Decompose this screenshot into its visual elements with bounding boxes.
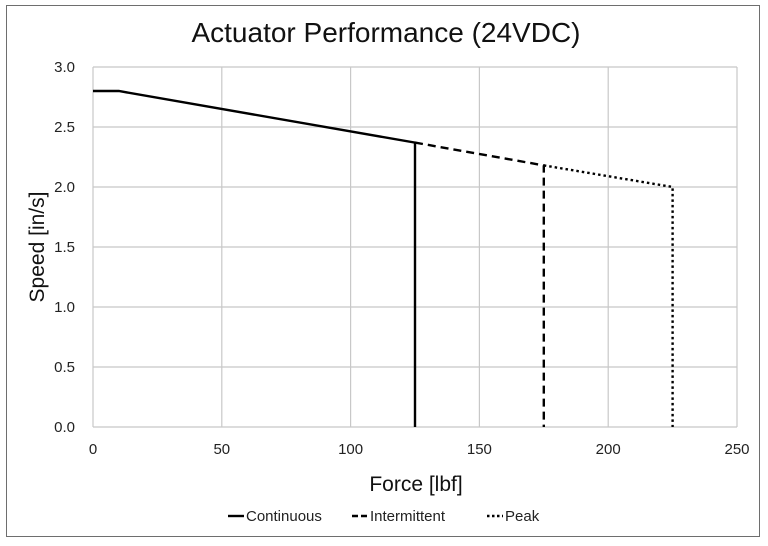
series-line-continuous xyxy=(93,89,417,427)
series-layer xyxy=(93,89,674,427)
x-axis-label: Force [lbf] xyxy=(369,473,462,496)
y-tick-label: 3.0 xyxy=(54,59,75,76)
y-tick-label: 1.0 xyxy=(54,299,75,316)
x-tick-label: 200 xyxy=(596,441,621,458)
y-tick-label: 2.5 xyxy=(54,119,75,136)
legend-label-peak: Peak xyxy=(505,508,540,525)
x-tick-label: 250 xyxy=(724,441,749,458)
y-tick-label: 2.0 xyxy=(54,179,75,196)
y-tick-label: 0.0 xyxy=(54,419,75,436)
chart-title: Actuator Performance (24VDC) xyxy=(191,17,580,48)
x-tick-label: 50 xyxy=(213,441,230,458)
y-tick-label: 1.5 xyxy=(54,239,75,256)
x-tick-label: 100 xyxy=(338,441,363,458)
legend: Continuous Intermittent Peak xyxy=(228,508,540,525)
x-tick-label: 0 xyxy=(89,441,97,458)
legend-label-continuous: Continuous xyxy=(246,508,322,525)
y-axis-label: Speed [in/s] xyxy=(26,192,49,303)
x-tick-label: 150 xyxy=(467,441,492,458)
y-tick-label: 0.5 xyxy=(54,359,75,376)
tick-labels: 0 50 100 150 200 250 0.0 0.5 1.0 1.5 2.0 2.5 3.0 xyxy=(54,59,749,458)
legend-label-intermittent: Intermittent xyxy=(370,508,446,525)
